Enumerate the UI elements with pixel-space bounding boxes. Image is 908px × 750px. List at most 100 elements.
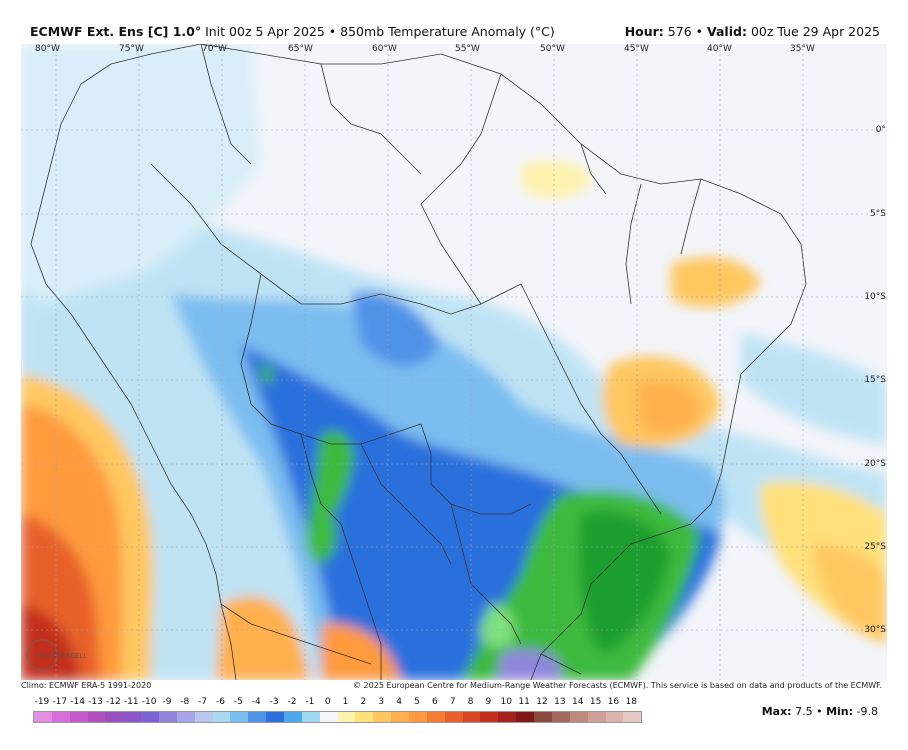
colorbar-swatch xyxy=(212,712,231,722)
colorbar-swatch xyxy=(391,712,410,722)
colorbar-swatch xyxy=(498,712,517,722)
colorbar-swatch xyxy=(462,712,481,722)
lat-label: 25°S xyxy=(864,542,886,552)
lat-label: 5°S xyxy=(870,209,886,219)
colorbar-label: -6 xyxy=(216,697,226,707)
colorbar-label: 9 xyxy=(485,697,492,707)
colorbar-label: 15 xyxy=(589,697,602,707)
colorbar-label: -7 xyxy=(198,697,208,707)
colorbar-label: 6 xyxy=(431,697,438,707)
colorbar-label: 13 xyxy=(554,697,566,707)
graticule xyxy=(21,44,887,680)
colorbar-swatch xyxy=(159,712,177,722)
header: ECMWF Ext. Ens [C] 1.0° Init 00z 5 Apr 2… xyxy=(0,0,908,44)
max-min-readout: Max: 7.5 • Min: -9.8 xyxy=(762,705,878,718)
hour-value: 576 xyxy=(667,24,692,39)
title-right: Hour: 576 • Valid: 00z Tue 29 Apr 2025 xyxy=(625,24,880,39)
field-name: 850mb Temperature Anomaly (°C) xyxy=(340,24,555,39)
min-value: -9.8 xyxy=(856,705,878,718)
colorbar-label: 18 xyxy=(625,697,638,707)
colorbar-label: -5 xyxy=(233,697,243,707)
colorbar-swatch xyxy=(426,712,445,722)
lon-label: 45°W xyxy=(624,44,649,54)
lat-label: 20°S xyxy=(864,459,886,469)
colorbar-label: 14 xyxy=(571,697,584,707)
climo-note: Climo: ECMWF ERA-5 1991-2020 xyxy=(21,681,152,690)
title-left: ECMWF Ext. Ens [C] 1.0° Init 00z 5 Apr 2… xyxy=(30,24,555,39)
colorbar-swatch xyxy=(534,712,552,722)
separator: • xyxy=(328,24,337,39)
colorbar-swatch xyxy=(409,712,427,722)
colorbar-swatch xyxy=(319,712,338,722)
colorbar-label: -17 xyxy=(52,697,68,707)
colorbar-swatch xyxy=(373,712,392,722)
min-label: Min: xyxy=(826,705,854,718)
max-value: 7.5 xyxy=(795,705,813,718)
anomaly-map xyxy=(21,44,887,680)
lon-label: 35°W xyxy=(790,44,815,54)
colorbar-label: -12 xyxy=(106,697,121,707)
copyright-note: © 2025 European Centre for Medium-Range … xyxy=(353,681,882,690)
logo-text: WEATHERBELL xyxy=(36,652,88,660)
separator: • xyxy=(695,24,704,39)
colorbar-label: -9 xyxy=(162,697,172,707)
lon-label: 40°W xyxy=(707,44,732,54)
colorbar-label: -11 xyxy=(123,697,139,707)
colorbar-swatch xyxy=(266,712,285,722)
colorbar-swatch xyxy=(230,712,249,722)
colorbar-label: -19 xyxy=(34,697,50,707)
lat-label: 30°S xyxy=(864,625,886,635)
colorbar xyxy=(33,711,642,723)
colorbar-label: -2 xyxy=(287,697,297,707)
colorbar-swatch xyxy=(623,712,642,722)
colorbar-label: 10 xyxy=(500,697,512,707)
valid-label: Valid: xyxy=(707,24,747,39)
colorbar-label: 4 xyxy=(396,697,402,707)
colorbar-label: -13 xyxy=(88,697,103,707)
colorbar-label: -4 xyxy=(251,697,261,707)
colorbar-labels: -19 -17 -14 -13 -12 -11 -10 -9 -8 -7 -6 -5 -4 -3 -2 -1 0… xyxy=(33,697,640,709)
colorbar-swatch xyxy=(587,712,606,722)
colorbar-swatch xyxy=(176,712,195,722)
map-canvas xyxy=(21,44,887,680)
colorbar-swatch xyxy=(248,712,267,722)
lon-label: 50°W xyxy=(540,44,565,54)
colorbar-swatch xyxy=(480,712,499,722)
init-time: Init 00z 5 Apr 2025 xyxy=(205,24,325,39)
colorbar-swatch xyxy=(51,712,70,722)
lon-label: 80°W xyxy=(35,44,60,54)
colorbar-swatch xyxy=(105,712,124,722)
colorbar-label: 1 xyxy=(342,697,349,707)
colorbar-label: -8 xyxy=(180,697,190,707)
lat-label: 0° xyxy=(875,125,886,135)
hour-label: Hour: xyxy=(624,24,664,39)
colorbar-swatch xyxy=(444,712,463,722)
weatherbell-logo: WEATHERBELL xyxy=(26,639,88,671)
lon-label: 70°W xyxy=(202,44,227,54)
colorbar-label: 0 xyxy=(324,697,331,707)
colorbar-swatch xyxy=(123,712,142,722)
colorbar-label: 5 xyxy=(414,697,420,707)
colorbar-label: 8 xyxy=(467,697,474,707)
lon-label: 75°W xyxy=(119,44,144,54)
lon-label: 65°W xyxy=(288,44,313,54)
colorbar-swatch xyxy=(301,712,320,722)
colorbar-label: 16 xyxy=(607,697,620,707)
colorbar-label: 2 xyxy=(360,697,367,707)
colorbar-swatch xyxy=(605,712,624,722)
valid-value: 00z Tue 29 Apr 2025 xyxy=(750,24,880,39)
colorbar-label: 3 xyxy=(378,697,385,707)
lat-label: 10°S xyxy=(864,292,886,302)
colorbar-swatch xyxy=(516,712,535,722)
lat-label: 15°S xyxy=(864,375,886,385)
separator: • xyxy=(816,705,823,718)
colorbar-label: -3 xyxy=(269,697,279,707)
colorbar-swatch xyxy=(34,712,52,722)
colorbar-swatch xyxy=(194,712,213,722)
colorbar-label: -10 xyxy=(141,697,157,707)
colorbar-label: -1 xyxy=(305,697,315,707)
colorbar-swatch xyxy=(551,712,570,722)
colorbar-label: 11 xyxy=(518,697,530,707)
model-name: ECMWF Ext. Ens [C] 1.0° xyxy=(30,24,202,39)
colorbar-label: 7 xyxy=(449,697,456,707)
